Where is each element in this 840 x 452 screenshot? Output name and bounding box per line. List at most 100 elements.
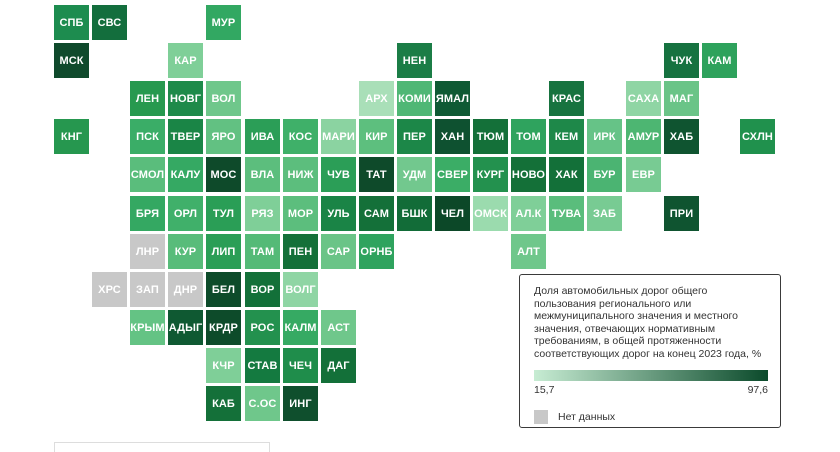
region-tile[interactable]: ТУЛ bbox=[206, 196, 241, 231]
region-tile[interactable]: КРДР bbox=[206, 310, 241, 345]
region-tile[interactable]: МАРИ bbox=[321, 119, 356, 154]
region-tile[interactable]: СПБ bbox=[54, 5, 89, 40]
legend-min-label: 15,7 bbox=[534, 383, 555, 396]
region-tile[interactable]: АМУР bbox=[626, 119, 661, 154]
region-tile[interactable]: БРЯ bbox=[130, 196, 165, 231]
region-tile[interactable]: КНГ bbox=[54, 119, 89, 154]
region-tile[interactable]: КАЛМ bbox=[283, 310, 318, 345]
region-tile[interactable]: КОМИ bbox=[397, 81, 432, 116]
region-tile[interactable]: ЗАП bbox=[130, 272, 165, 307]
legend-panel: Доля автомобильных дорог общего пользова… bbox=[519, 274, 781, 428]
region-tile[interactable]: АДЫГ bbox=[168, 310, 203, 345]
region-tile[interactable]: АРХ bbox=[359, 81, 394, 116]
region-tile[interactable]: КАМ bbox=[702, 43, 737, 78]
bottom-panel-edge bbox=[54, 442, 270, 452]
region-tile[interactable]: ВОЛ bbox=[206, 81, 241, 116]
region-tile[interactable]: СВС bbox=[92, 5, 127, 40]
region-tile[interactable]: КРАС bbox=[549, 81, 584, 116]
region-tile[interactable]: ДНР bbox=[168, 272, 203, 307]
legend-max-label: 97,6 bbox=[747, 383, 768, 396]
region-tile[interactable]: НЕН bbox=[397, 43, 432, 78]
region-tile[interactable]: АЛ.К bbox=[511, 196, 546, 231]
region-tile[interactable]: ДАГ bbox=[321, 348, 356, 383]
region-tile[interactable]: ЯМАЛ bbox=[435, 81, 470, 116]
region-tile[interactable]: ПСК bbox=[130, 119, 165, 154]
region-tile[interactable]: ЧУВ bbox=[321, 157, 356, 192]
legend-gradient-bar bbox=[534, 369, 768, 381]
region-tile[interactable]: НИЖ bbox=[283, 157, 318, 192]
region-tile[interactable]: РОС bbox=[245, 310, 280, 345]
region-tile[interactable]: ЗАБ bbox=[587, 196, 622, 231]
region-tile[interactable]: ТАТ bbox=[359, 157, 394, 192]
region-tile[interactable]: ПЕН bbox=[283, 234, 318, 269]
region-tile[interactable]: УЛЬ bbox=[321, 196, 356, 231]
region-tile[interactable]: БЕЛ bbox=[206, 272, 241, 307]
no-data-label: Нет данных bbox=[558, 410, 616, 423]
region-tile[interactable]: ПЕР bbox=[397, 119, 432, 154]
region-tile[interactable]: ХАК bbox=[549, 157, 584, 192]
region-tile[interactable]: КАР bbox=[168, 43, 203, 78]
region-tile[interactable]: ТВЕР bbox=[168, 119, 203, 154]
region-tile[interactable]: ОМСК bbox=[473, 196, 508, 231]
region-tile[interactable]: ВОЛГ bbox=[283, 272, 318, 307]
region-tile[interactable]: УДМ bbox=[397, 157, 432, 192]
region-tile[interactable]: СТАВ bbox=[245, 348, 280, 383]
region-tile[interactable]: КЧР bbox=[206, 348, 241, 383]
region-tile[interactable]: МАГ bbox=[664, 81, 699, 116]
region-tile[interactable]: КУРГ bbox=[473, 157, 508, 192]
region-tile[interactable]: КОС bbox=[283, 119, 318, 154]
region-tile[interactable]: ХАБ bbox=[664, 119, 699, 154]
region-tile[interactable]: ЯРО bbox=[206, 119, 241, 154]
region-tile[interactable]: ИНГ bbox=[283, 386, 318, 421]
region-tile[interactable]: АСТ bbox=[321, 310, 356, 345]
region-tile[interactable]: КУР bbox=[168, 234, 203, 269]
region-tile[interactable]: С.ОС bbox=[245, 386, 280, 421]
region-tile[interactable]: МУР bbox=[206, 5, 241, 40]
region-tile[interactable]: КРЫМ bbox=[130, 310, 165, 345]
region-tile[interactable]: ОРЛ bbox=[168, 196, 203, 231]
region-tile[interactable]: ТУВА bbox=[549, 196, 584, 231]
legend-scale: 15,7 97,6 bbox=[534, 384, 768, 398]
region-tile[interactable]: КЕМ bbox=[549, 119, 584, 154]
region-tile[interactable]: ЕВР bbox=[626, 157, 661, 192]
legend-title: Доля автомобильных дорог общего пользова… bbox=[534, 285, 762, 360]
no-data-swatch bbox=[534, 409, 548, 424]
region-tile[interactable]: МОС bbox=[206, 157, 241, 192]
region-tile[interactable]: ТЮМ bbox=[473, 119, 508, 154]
region-tile[interactable]: ЧУК bbox=[664, 43, 699, 78]
region-tile[interactable]: ОРНБ bbox=[359, 234, 394, 269]
region-tile[interactable]: СХЛН bbox=[740, 119, 775, 154]
region-tile[interactable]: КАБ bbox=[206, 386, 241, 421]
region-tile[interactable]: ХАН bbox=[435, 119, 470, 154]
region-tile[interactable]: ИВА bbox=[245, 119, 280, 154]
region-tile[interactable]: НОВГ bbox=[168, 81, 203, 116]
region-tile[interactable]: МОР bbox=[283, 196, 318, 231]
region-tile[interactable]: ТАМ bbox=[245, 234, 280, 269]
region-tile[interactable]: ЛЕН bbox=[130, 81, 165, 116]
region-tile[interactable]: РЯЗ bbox=[245, 196, 280, 231]
legend-no-data: Нет данных bbox=[534, 409, 767, 424]
region-tile[interactable]: САХА bbox=[626, 81, 661, 116]
region-tile[interactable]: БУР bbox=[587, 157, 622, 192]
region-tile[interactable]: ХРС bbox=[92, 272, 127, 307]
region-tile[interactable]: АЛТ bbox=[511, 234, 546, 269]
region-tile[interactable]: ЧЕЛ bbox=[435, 196, 470, 231]
region-tile[interactable]: КАЛУ bbox=[168, 157, 203, 192]
region-tile[interactable]: НОВО bbox=[511, 157, 546, 192]
region-tile[interactable]: КИР bbox=[359, 119, 394, 154]
region-tile[interactable]: СМОЛ bbox=[130, 157, 165, 192]
region-tile[interactable]: САР bbox=[321, 234, 356, 269]
region-tile[interactable]: ВЛА bbox=[245, 157, 280, 192]
region-tile[interactable]: ЛИП bbox=[206, 234, 241, 269]
region-tile[interactable]: ЧЕЧ bbox=[283, 348, 318, 383]
region-tile[interactable]: МСК bbox=[54, 43, 89, 78]
region-tile[interactable]: ЛНР bbox=[130, 234, 165, 269]
region-tile[interactable]: СВЕР bbox=[435, 157, 470, 192]
region-tile[interactable]: ТОМ bbox=[511, 119, 546, 154]
region-tile[interactable]: ПРИ bbox=[664, 196, 699, 231]
region-tile[interactable]: БШК bbox=[397, 196, 432, 231]
region-tile[interactable]: САМ bbox=[359, 196, 394, 231]
region-tile[interactable]: ВОР bbox=[245, 272, 280, 307]
region-tile[interactable]: ИРК bbox=[587, 119, 622, 154]
